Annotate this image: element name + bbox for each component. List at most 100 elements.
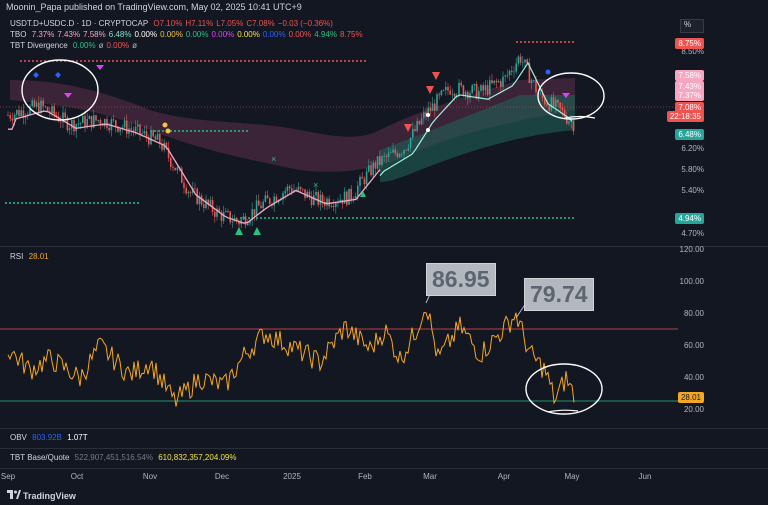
drawn-underline-right[interactable] (564, 115, 596, 119)
candle-body (500, 81, 502, 87)
candle-body (156, 133, 159, 140)
time-axis-label: Sep (1, 472, 16, 481)
candle-body (319, 194, 322, 205)
candle-body (148, 137, 150, 145)
candle-body (33, 100, 36, 107)
candle-body (398, 154, 401, 157)
candle-body (266, 195, 269, 199)
rsi-drawn-underline[interactable] (547, 409, 579, 413)
candle-body (533, 80, 535, 82)
candle-body (18, 110, 20, 117)
tbo-value: 0.00% (288, 30, 312, 39)
tbo-name[interactable]: TBO (10, 30, 27, 39)
candle-body (117, 126, 119, 132)
price-axis-label: 6.20% (681, 144, 704, 153)
candle-body (471, 85, 473, 94)
candle-body (273, 196, 275, 206)
candle-body (93, 115, 95, 128)
candle-body (352, 198, 355, 200)
candle-body (405, 149, 407, 151)
drawn-circle-right[interactable] (537, 72, 605, 120)
candle-body (150, 130, 152, 145)
candle-body (110, 119, 113, 131)
candle-body (101, 124, 104, 127)
candle-body (222, 211, 225, 221)
tbt-value-1: 522,907,451,516.54% (74, 453, 153, 462)
percent-scale-button[interactable]: % (680, 19, 704, 33)
rsi-annotation-1[interactable]: 86.95 (426, 263, 496, 296)
divergence-name[interactable]: TBT Divergence (10, 41, 68, 50)
candle-body (288, 186, 291, 189)
candle-body (425, 112, 427, 117)
candle-body (438, 94, 440, 96)
candle-body (225, 210, 227, 212)
rsi-legend[interactable]: RSI 28.01 (10, 252, 52, 261)
candle-body (337, 202, 339, 204)
price-axis-label: 5.80% (681, 165, 704, 174)
candle-body (535, 80, 537, 93)
divergence-legend[interactable]: TBT Divergence 0.00% ø 0.00% ø (10, 41, 143, 50)
drawn-circle-left[interactable] (21, 59, 99, 121)
candle-body (46, 106, 49, 112)
magenta-marker-2 (562, 93, 570, 98)
divergence-value: ø (98, 41, 104, 50)
magenta-marker-3 (64, 93, 72, 98)
rsi-axis-label: 80.00 (683, 309, 704, 318)
candle-body (203, 204, 205, 208)
tbt-legend[interactable]: TBT Base/Quote 522,907,451,516.54% 610,8… (10, 453, 240, 462)
candle-body (458, 82, 460, 95)
price-badge: 7.43% (675, 81, 704, 92)
candle-body (95, 115, 97, 121)
time-axis[interactable]: Sep Oct Nov Dec 2025 Feb Mar Apr May Jun (1, 472, 652, 481)
candle-body (282, 193, 284, 200)
candle-body (251, 209, 253, 221)
tbt-title[interactable]: TBT Base/Quote (10, 453, 70, 462)
candle-body (236, 217, 238, 222)
pane-separator-obv[interactable] (0, 428, 768, 429)
candle-body (205, 199, 207, 208)
candle-body (134, 126, 137, 132)
candle-body (363, 178, 366, 185)
candle-body (24, 116, 27, 118)
candle-body (132, 129, 135, 132)
tbo-legend[interactable]: TBO 7.37% 7.43% 7.58% 6.48% 0.00% 0.00% 0.00% 0… (10, 30, 369, 39)
candle-body (324, 202, 326, 206)
candle-body (528, 63, 531, 84)
candle-body (209, 200, 212, 205)
rsi-title[interactable]: RSI (10, 252, 24, 261)
candle-body (200, 195, 203, 205)
time-axis-label: May (564, 472, 579, 481)
rsi-annotation-2[interactable]: 79.74 (524, 278, 594, 311)
candle-body (561, 107, 564, 111)
candle-body (348, 188, 350, 205)
candle-body (211, 200, 214, 212)
pane-separator-tbt[interactable] (0, 448, 768, 449)
buy-signal-marker (235, 227, 243, 235)
candle-body (119, 128, 121, 132)
buy-signal-marker-3 (360, 191, 366, 197)
candle-body (227, 210, 229, 212)
candle-body (418, 120, 421, 125)
candle-body (57, 116, 60, 122)
candle-body (429, 107, 432, 111)
candle-body (308, 191, 311, 197)
candle-body (552, 97, 555, 107)
candle-body (462, 85, 465, 96)
pane-separator-rsi[interactable] (0, 246, 768, 247)
candle-body (22, 110, 25, 118)
candle-body (434, 103, 436, 111)
symbol-legend[interactable]: USDT.D+USDC.D · 1D · CRYPTOCAP O7.10% H7.… (10, 19, 339, 28)
rsi-drawn-circle[interactable] (525, 363, 603, 415)
candle-body (447, 86, 449, 91)
candle-body (392, 149, 394, 153)
obv-legend[interactable]: OBV 803.92B 1.07T (10, 433, 91, 442)
obv-title[interactable]: OBV (10, 433, 27, 442)
candle-body (161, 143, 163, 150)
yellow-dot-marker-2 (165, 128, 171, 134)
tbo-value: 0.00% (211, 30, 235, 39)
symbol-name[interactable]: USDT.D+USDC.D · 1D · CRYPTOCAP (10, 19, 149, 28)
candle-body (141, 133, 143, 135)
candle-body (480, 85, 482, 91)
candle-body (559, 102, 561, 108)
